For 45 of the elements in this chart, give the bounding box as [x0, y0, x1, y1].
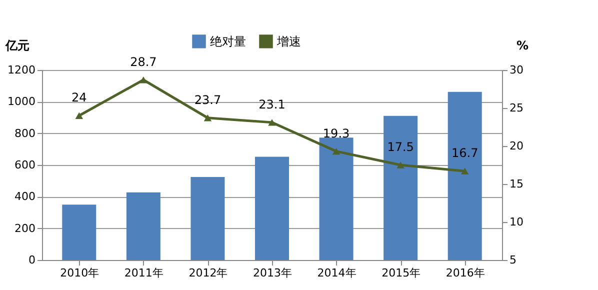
x-tick-label: 2011年: [124, 266, 164, 280]
point: [204, 114, 212, 122]
y2-tick-label: 25: [510, 102, 524, 114]
y2-tick-label: 20: [510, 140, 524, 152]
x-tick-label: 2010年: [60, 266, 100, 280]
bar: [255, 156, 289, 260]
point: [460, 168, 469, 174]
y2-tick-label: 30: [510, 64, 524, 76]
data-label: 23.1: [258, 97, 286, 112]
point: [75, 112, 84, 119]
y-tick-label: 1200: [8, 64, 36, 76]
point: [332, 148, 340, 155]
x-tick-label: 2012年: [188, 266, 228, 280]
bar: [448, 92, 482, 260]
y-tick-label: 0: [28, 254, 36, 266]
data-label: 24: [72, 90, 87, 105]
point: [268, 119, 276, 126]
y-axis-title: 亿元: [4, 38, 30, 52]
bar: [126, 192, 160, 260]
y-tick-label: 400: [14, 190, 36, 204]
data-label: 16.7: [452, 146, 478, 160]
bar: [384, 116, 418, 260]
point: [140, 76, 148, 84]
point: [396, 162, 404, 168]
data-label: 28.7: [130, 54, 157, 69]
x-tick-label: 2016年: [446, 266, 485, 280]
y-tick-label: 600: [14, 158, 36, 172]
x-tick-label: 2013年: [253, 266, 292, 280]
y-tick-label: 200: [14, 222, 36, 235]
bar: [319, 138, 354, 260]
y-tick-label: 1000: [8, 95, 36, 108]
y2-axis-title: %: [516, 38, 529, 52]
legend-label: 增速: [276, 34, 301, 48]
y2-tick-label: 5: [510, 254, 516, 266]
x-tick-label: 2014年: [317, 266, 356, 280]
bar: [62, 204, 96, 260]
data-label: 23.7: [194, 92, 222, 107]
y2-tick-label: 15: [510, 178, 524, 190]
x-tick-label: 2015年: [382, 266, 421, 280]
legend-label: 绝对量: [210, 34, 246, 48]
data-label: 17.5: [387, 140, 414, 154]
bar: [190, 177, 225, 260]
y-tick-label: 800: [14, 126, 36, 140]
y2-tick-label: 10: [510, 216, 524, 228]
data-label: 19.3: [322, 126, 350, 140]
